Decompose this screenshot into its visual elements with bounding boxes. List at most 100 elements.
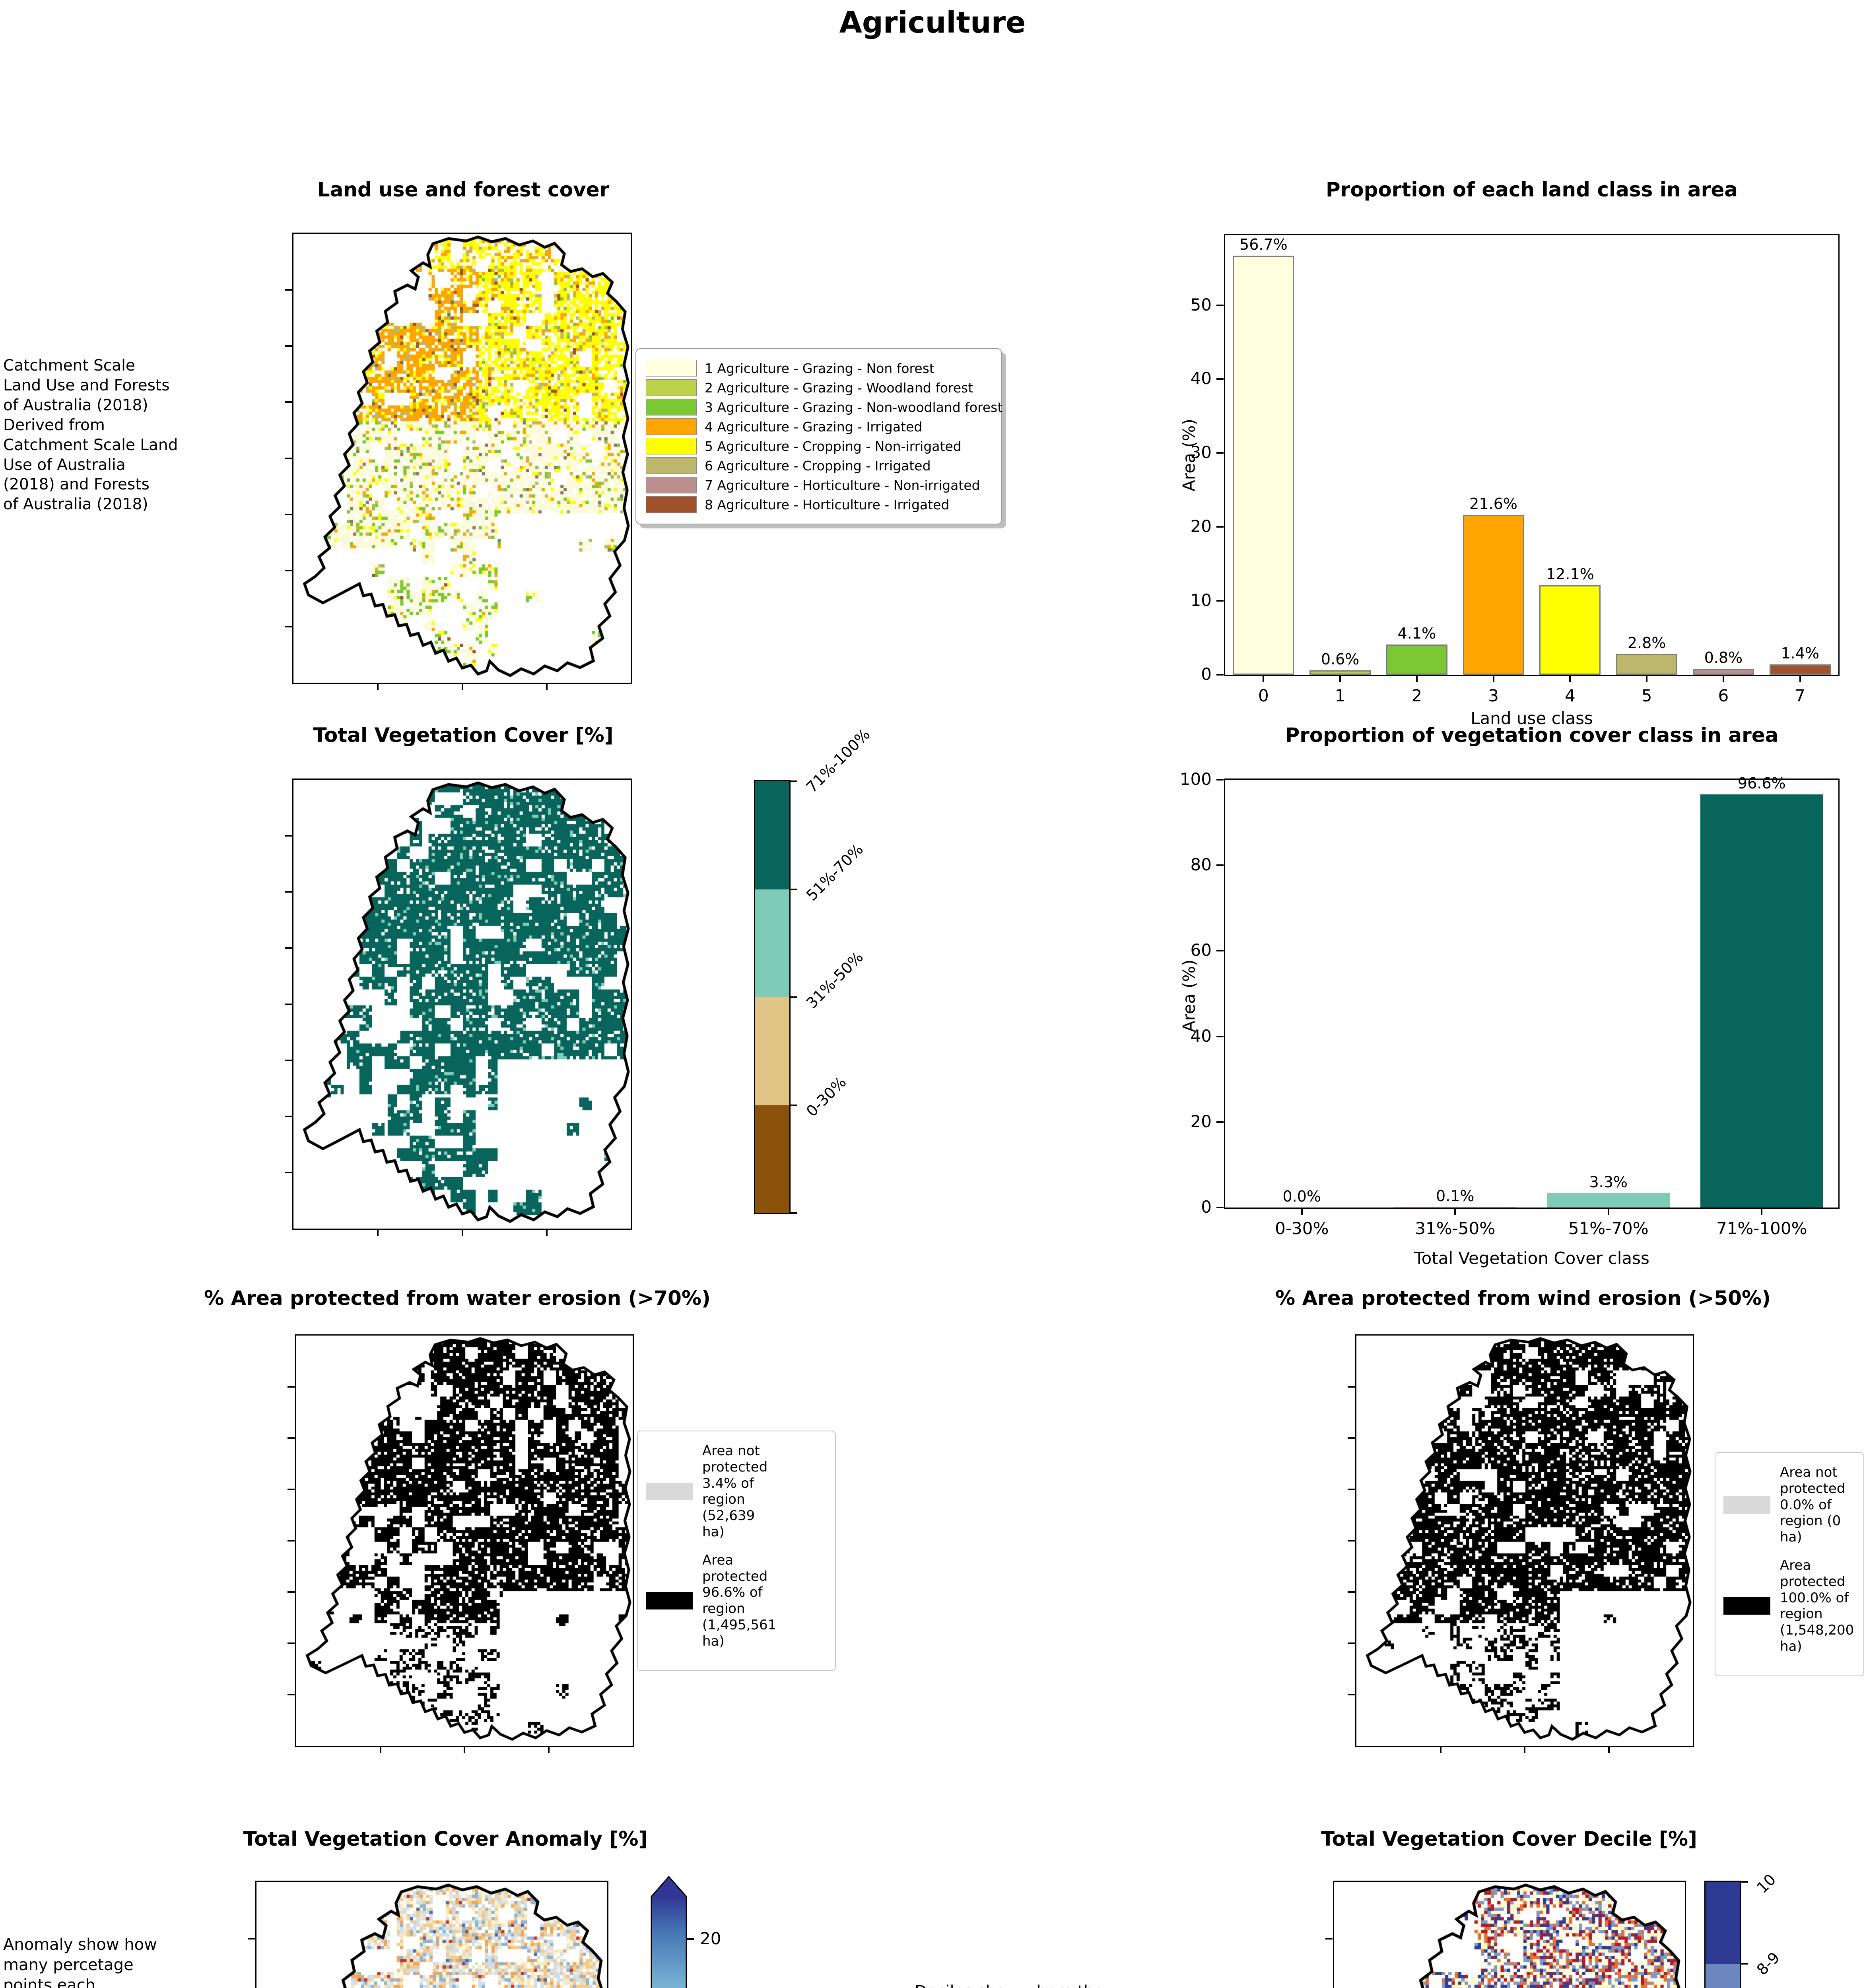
y-axis-tick-label: 20 <box>1190 516 1212 536</box>
landuse-map <box>285 233 632 690</box>
colorbar-segment <box>1706 1882 1740 1964</box>
map-axis-tick <box>285 289 292 291</box>
bar-value-label: 21.6% <box>1469 495 1517 513</box>
map-axis-tick <box>285 625 292 627</box>
wind-map-title: % Area protected from wind erosion (>50%… <box>1275 1287 1771 1310</box>
wind-map <box>1348 1334 1694 1753</box>
bar <box>1769 664 1831 675</box>
colorbar-tick-label: 0-30% <box>803 1073 850 1120</box>
colorbar-tick-label: 51%-70% <box>803 840 867 904</box>
x-axis-tick-label: 71%-100% <box>1716 1219 1807 1238</box>
map-axis-tick <box>1348 1386 1355 1388</box>
x-axis-tick-label: 4 <box>1565 686 1576 705</box>
x-axis-tick-label: 7 <box>1795 686 1805 705</box>
y-axis-tick-label: 80 <box>1190 855 1212 875</box>
legend-swatch <box>646 477 697 493</box>
colorbar-tick-label: 71%-100% <box>803 725 874 796</box>
map-axis-tick <box>285 401 292 403</box>
decile-map-canvas <box>1334 1882 1685 1988</box>
map-axis-tick <box>285 457 292 459</box>
bar-value-label: 56.7% <box>1239 236 1288 254</box>
legend-item: Area protected 100.0% of region (1,548,2… <box>1723 1557 1855 1655</box>
map-axis-tick <box>285 1003 292 1005</box>
x-axis-tick-label: 2 <box>1411 686 1422 705</box>
water-map-title: % Area protected from water erosion (>70… <box>204 1287 711 1310</box>
bar-value-label: 3.3% <box>1589 1173 1628 1191</box>
bar-value-label: 2.8% <box>1627 634 1666 652</box>
x-axis-tick-label: 6 <box>1718 686 1729 705</box>
map-axis-tick <box>464 1746 465 1753</box>
map-axis-tick <box>1440 1746 1441 1753</box>
map-axis-tick <box>1348 1694 1355 1695</box>
decile-colorbar: 108-94-72-31 <box>1704 1871 1783 1988</box>
map-axis-tick <box>1348 1591 1355 1593</box>
legend-swatch <box>646 360 697 377</box>
wind-map-canvas <box>1356 1336 1693 1746</box>
legend-item: 3 Agriculture - Grazing - Non-woodland f… <box>646 399 1002 415</box>
map-axis-tick <box>288 1489 295 1490</box>
map-axis-tick <box>379 1746 381 1753</box>
x-axis-tick-label: 0 <box>1258 686 1269 705</box>
bar-value-label: 12.1% <box>1546 565 1594 583</box>
legend-swatch <box>646 438 697 454</box>
legend-item-label: 6 Agriculture - Cropping - Irrigated <box>705 458 931 474</box>
colorbar-segment <box>1706 1963 1740 1988</box>
legend-item-label: 7 Agriculture - Horticulture - Non-irrig… <box>705 477 980 493</box>
legend-item-label: 2 Agriculture - Grazing - Woodland fores… <box>705 380 973 396</box>
legend-swatch <box>646 1592 693 1610</box>
colorbar-segment <box>755 889 789 997</box>
y-axis-tick-label: 40 <box>1190 369 1212 388</box>
colorbar-segment <box>755 781 789 889</box>
vegclass-chart: 0 20 40 60 80 100 0.0% 0-30% 0.1% 31%-50% 3.3% 51%-… <box>1180 769 1840 1238</box>
x-axis-tick-label: 5 <box>1641 686 1652 705</box>
map-axis-tick <box>285 947 292 949</box>
landuse-map-description: Catchment Scale Land Use and Forests of … <box>3 357 178 514</box>
legend-item: Area not protected 0.0% of region (0 ha) <box>1723 1464 1855 1545</box>
water-map <box>288 1334 634 1753</box>
map-axis-tick <box>288 1386 295 1388</box>
map-axis-tick <box>285 891 292 893</box>
colorbar-tick-label: 10 <box>1753 1870 1780 1897</box>
map-axis-tick <box>1348 1642 1355 1644</box>
vegclass-chart-title: Proportion of vegetation cover class in … <box>1285 724 1779 747</box>
bar <box>1616 654 1678 675</box>
bar <box>1233 256 1294 675</box>
legend-item-label: 5 Agriculture - Cropping - Non-irrigated <box>705 438 962 454</box>
map-axis-tick <box>1348 1489 1355 1490</box>
map-axis-tick <box>1325 1938 1333 1939</box>
veg-map-canvas <box>293 780 631 1229</box>
map-axis-tick <box>288 1694 295 1695</box>
colorbar-tick-label: 20 <box>700 1929 721 1948</box>
map-axis-tick <box>285 1059 292 1061</box>
map-axis-tick <box>285 1171 292 1173</box>
bar-value-label: 0.6% <box>1321 650 1360 668</box>
y-axis-tick-label: 20 <box>1190 1111 1212 1131</box>
map-axis-tick <box>288 1591 295 1593</box>
bar-value-label: 0.1% <box>1436 1187 1475 1205</box>
bar <box>1700 794 1823 1208</box>
bar-value-label: 0.8% <box>1704 649 1743 667</box>
map-axis-tick <box>285 835 292 837</box>
legend-item-label: Area protected 96.6% of region (1,495,56… <box>702 1552 777 1649</box>
x-axis-tick-label: 51%-70% <box>1568 1219 1649 1238</box>
legend-swatch <box>646 457 697 474</box>
legend-item-label: Area not protected 0.0% of region (0 ha) <box>1780 1464 1846 1545</box>
landuse-map-title: Land use and forest cover <box>317 178 610 201</box>
anomaly-colorbar <box>651 1875 694 1988</box>
bar-value-label: 4.1% <box>1397 624 1436 642</box>
decile-map-title: Total Vegetation Cover Decile [%] <box>1321 1827 1697 1850</box>
map-axis-tick <box>546 683 548 690</box>
bar-value-label: 1.4% <box>1781 644 1819 662</box>
legend-swatch <box>646 496 697 513</box>
bar-value-label: 96.6% <box>1737 774 1786 792</box>
y-axis-tick-label: 100 <box>1179 769 1212 789</box>
map-axis-tick <box>285 569 292 571</box>
map-axis-tick <box>461 1229 463 1236</box>
legend-swatch <box>1723 1597 1770 1615</box>
y-axis-tick-label: 40 <box>1190 1026 1212 1046</box>
legend-item: 7 Agriculture - Horticulture - Non-irrig… <box>646 477 992 493</box>
landuse-map-canvas <box>293 234 631 683</box>
legend-item-label: Area protected 100.0% of region (1,548,2… <box>1780 1557 1854 1654</box>
y-axis-tick-label: 10 <box>1190 590 1212 610</box>
map-axis-tick <box>377 1229 379 1236</box>
